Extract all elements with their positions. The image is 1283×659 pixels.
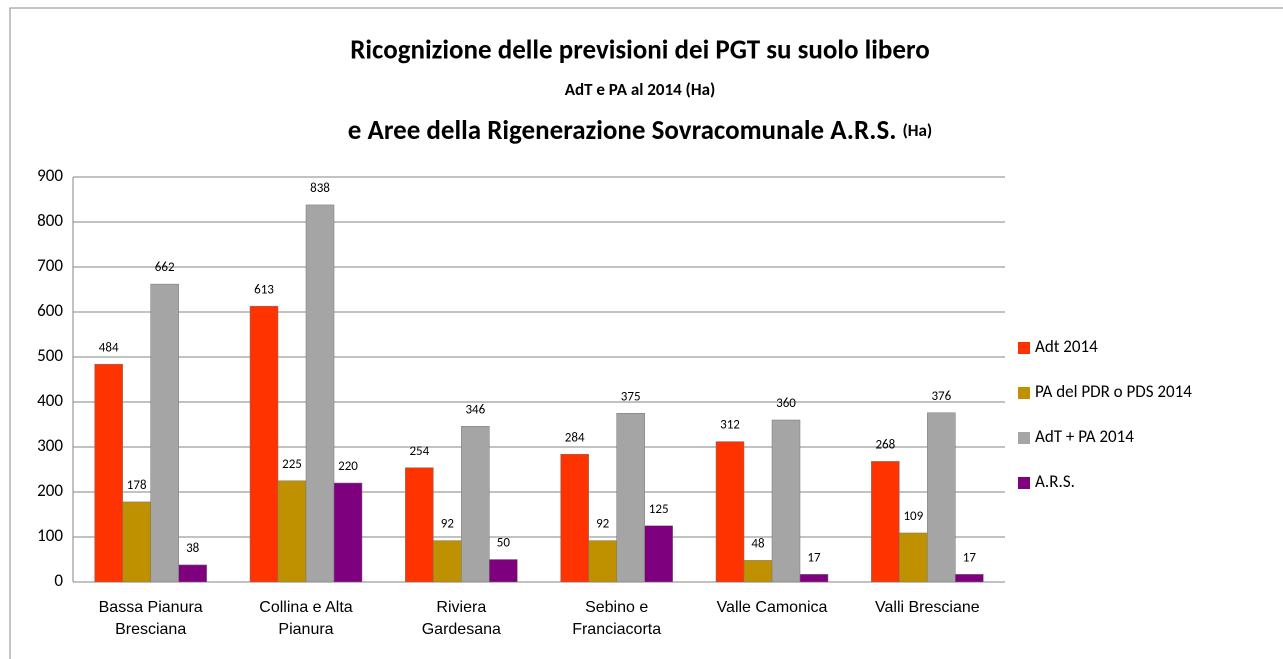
- data-label: 220: [338, 459, 358, 474]
- legend-label: Adt 2014: [1035, 336, 1098, 357]
- bar: [771, 419, 801, 583]
- title-2: e Aree della Rigenerazione Sovracomunale…: [348, 114, 897, 147]
- data-label: 312: [720, 418, 740, 433]
- bar: [305, 204, 335, 583]
- data-label: 17: [963, 550, 977, 565]
- data-label: 109: [903, 509, 923, 524]
- bar: [927, 412, 956, 583]
- x-tick-label: Valle Camonica: [716, 599, 828, 616]
- bar: [560, 453, 589, 583]
- legend-swatch: [1018, 432, 1030, 444]
- data-label: 92: [441, 517, 455, 532]
- bar: [277, 480, 307, 583]
- bar: [616, 413, 645, 583]
- chart-title: Ricognizione delle previsioni dei PGT su…: [350, 34, 930, 67]
- chart-title-2: e Aree della Rigenerazione Sovracomunale…: [348, 114, 932, 147]
- data-label: 92: [596, 517, 610, 532]
- bar: [799, 574, 829, 583]
- data-label: 254: [409, 444, 429, 459]
- data-label: 662: [155, 260, 175, 275]
- bar: [644, 525, 673, 583]
- legend-swatch: [1018, 342, 1030, 354]
- x-tick-label: Valli Bresciane: [875, 599, 980, 616]
- y-tick-label: 900: [37, 165, 63, 186]
- y-tick-label: 400: [37, 390, 63, 411]
- data-label: 376: [931, 389, 951, 404]
- bar: [150, 283, 179, 583]
- x-tick-label: Collina e Alta Pianura: [259, 599, 353, 638]
- data-label: 838: [310, 181, 330, 196]
- x-tick-label: Riviera Gardesana: [421, 599, 501, 638]
- y-tick-label: 300: [37, 435, 63, 456]
- bar: [405, 467, 434, 583]
- y-tick-label: 600: [37, 300, 63, 321]
- data-label: 38: [186, 541, 200, 556]
- legend-swatch: [1018, 387, 1030, 399]
- title-2-unit: (Ha): [902, 120, 932, 141]
- data-label: 346: [465, 402, 485, 417]
- data-label: 48: [751, 537, 765, 552]
- data-label: 484: [99, 340, 119, 355]
- legend-swatch: [1018, 477, 1030, 489]
- data-label: 268: [875, 438, 895, 453]
- bar: [588, 540, 617, 583]
- bar: [899, 532, 928, 583]
- x-tick-label: Sebino e Franciacorta: [572, 599, 662, 638]
- data-label: 360: [776, 396, 796, 411]
- bar: [461, 426, 490, 583]
- bar: [333, 482, 363, 583]
- bar: [178, 564, 207, 583]
- bar: [715, 441, 745, 583]
- y-tick-label: 500: [37, 345, 63, 366]
- bar: [433, 540, 462, 583]
- legend-label: PA del PDR o PDS 2014: [1035, 381, 1192, 402]
- bar: [249, 305, 279, 583]
- data-label: 225: [282, 457, 302, 472]
- data-label: 284: [565, 430, 585, 445]
- y-tick-label: 700: [37, 255, 63, 276]
- x-tick-label: Bassa Pianura Bresciana: [98, 599, 203, 638]
- chart-subtitle: AdT e PA al 2014 (Ha): [565, 79, 716, 100]
- y-tick-label: 100: [37, 525, 63, 546]
- bar: [743, 560, 773, 583]
- data-label: 613: [254, 282, 274, 297]
- data-label: 17: [807, 550, 821, 565]
- bar: [871, 461, 900, 583]
- y-tick-label: 200: [37, 480, 63, 501]
- data-label: 50: [497, 536, 511, 551]
- y-tick-label: 800: [37, 210, 63, 231]
- data-label: 375: [621, 389, 641, 404]
- bar: [955, 574, 984, 583]
- bar: [489, 559, 518, 583]
- legend-label: A.R.S.: [1035, 471, 1075, 492]
- bar: [122, 501, 151, 583]
- data-label: 178: [127, 478, 147, 493]
- bar: [94, 363, 123, 583]
- data-label: 125: [649, 502, 669, 517]
- legend-label: AdT + PA 2014: [1035, 426, 1134, 447]
- y-tick-label: 0: [54, 570, 63, 591]
